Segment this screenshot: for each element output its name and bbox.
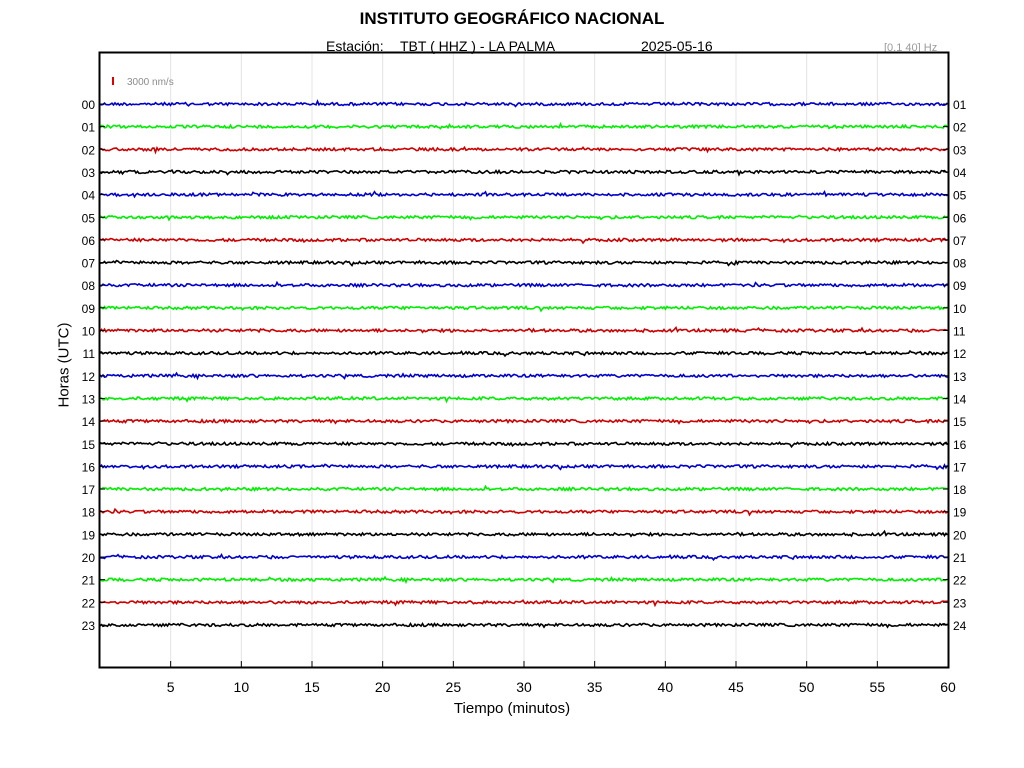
y-tick-label-right: 08 [953,257,967,271]
chart-title: INSTITUTO GEOGRÁFICO NACIONAL [359,9,665,28]
y-tick-label-left: 06 [82,234,96,248]
y-tick-label-left: 03 [82,166,96,180]
x-tick-label: 50 [799,679,815,695]
trace-hour-11 [99,349,948,358]
y-tick-label-left: 04 [82,189,96,203]
x-tick-label: 30 [516,679,532,695]
y-tick-label-right: 07 [953,234,967,248]
trace-hour-23 [99,621,948,629]
trace-hour-09 [99,305,948,313]
y-tick-label-right: 17 [953,460,967,474]
trace-hour-18 [99,507,948,517]
x-axis-label: Tiempo (minutos) [453,700,571,717]
x-tick-label: 15 [304,679,320,695]
y-tick-label-right: 16 [953,438,967,452]
y-tick-label-left: 16 [82,460,96,474]
y-tick-label-left: 20 [82,551,96,565]
y-tick-label-left: 21 [82,574,96,588]
y-tick-label-right: 12 [953,347,967,361]
y-tick-label-left: 18 [82,506,96,520]
y-tick-label-right: 10 [953,302,967,316]
trace-hour-03 [99,169,948,177]
trace-hour-04 [99,190,948,199]
trace-hour-12 [99,371,948,381]
y-tick-label-right: 03 [953,143,967,157]
y-tick-label-left: 12 [82,370,96,384]
station-name: TBT ( HHZ ) - LA PALMA [400,38,556,54]
y-tick-label-right: 21 [953,551,967,565]
y-tick-label-right: 06 [953,211,967,225]
scale-bar-label: 3000 nm/s [127,77,174,88]
trace-hour-05 [99,214,948,222]
x-tick-label: 10 [234,679,250,695]
y-tick-label-right: 09 [953,279,967,293]
trace-hour-14 [99,418,948,425]
y-tick-label-left: 19 [82,528,96,542]
x-tick-label: 20 [375,679,391,695]
y-tick-label-left: 14 [82,415,96,429]
trace-hour-19 [99,529,949,538]
y-tick-label-left: 09 [82,302,96,316]
trace-hour-06 [99,236,948,245]
trace-hour-01 [99,121,949,131]
y-tick-label-right: 15 [953,415,967,429]
x-tick-label: 5 [167,679,175,695]
y-tick-label-left: 13 [82,392,96,406]
trace-hour-16 [99,463,949,471]
trace-hour-17 [99,484,948,493]
x-tick-label: 40 [658,679,674,695]
y-tick-label-left: 10 [82,325,96,339]
y-tick-label-right: 24 [953,619,967,633]
y-tick-label-right: 23 [953,596,967,610]
trace-hour-02 [99,145,948,155]
trace-hour-21 [99,575,948,585]
y-tick-label-right: 01 [953,98,967,112]
y-tick-label-left: 11 [83,347,96,361]
y-tick-label-right: 18 [953,483,967,497]
axis-ticks: 5 10 15 20 25 30 35 40 45 50 55 60 00 01 01 02 02 03 03 04 0… [82,98,967,695]
y-tick-label-right: 11 [953,325,966,339]
x-tick-label: 60 [940,679,956,695]
y-tick-label-right: 19 [953,506,967,520]
x-tick-label: 45 [728,679,744,695]
x-tick-label: 55 [870,679,886,695]
y-tick-label-right: 22 [953,574,967,588]
filter-band-label: [0.1 40] Hz [884,42,938,54]
grid-lines [170,53,878,667]
scale-bar [112,77,114,85]
y-axis-label: Horas (UTC) [55,322,73,408]
y-tick-label-right: 14 [953,392,967,406]
x-tick-label: 35 [587,679,603,695]
plot-frame [98,51,950,669]
y-tick-label-left: 02 [82,143,96,157]
y-tick-label-left: 05 [82,211,96,225]
trace-hour-10 [99,325,948,334]
y-tick-label-right: 05 [953,189,967,203]
y-tick-label-left: 08 [82,279,96,293]
trace-hour-08 [99,280,948,289]
trace-lines [99,99,949,629]
trace-hour-15 [99,440,949,449]
y-tick-label-left: 00 [82,98,96,112]
y-tick-label-right: 13 [953,370,967,384]
y-tick-label-left: 01 [82,121,96,135]
trace-hour-20 [99,553,948,562]
y-tick-label-right: 04 [953,166,967,180]
trace-hour-13 [99,395,949,404]
date-label: 2025-05-16 [641,38,713,54]
trace-hour-22 [99,599,948,608]
y-tick-label-left: 23 [82,619,96,633]
y-tick-label-right: 20 [953,528,967,542]
y-tick-label-left: 07 [82,257,96,271]
trace-hour-00 [99,99,949,108]
y-tick-label-right: 02 [953,121,967,135]
trace-hour-07 [99,259,948,267]
station-label: Estación: [326,38,384,54]
x-tick-label: 25 [446,679,462,695]
y-tick-label-left: 15 [82,438,96,452]
y-tick-label-left: 22 [82,596,96,610]
y-tick-label-left: 17 [82,483,96,497]
